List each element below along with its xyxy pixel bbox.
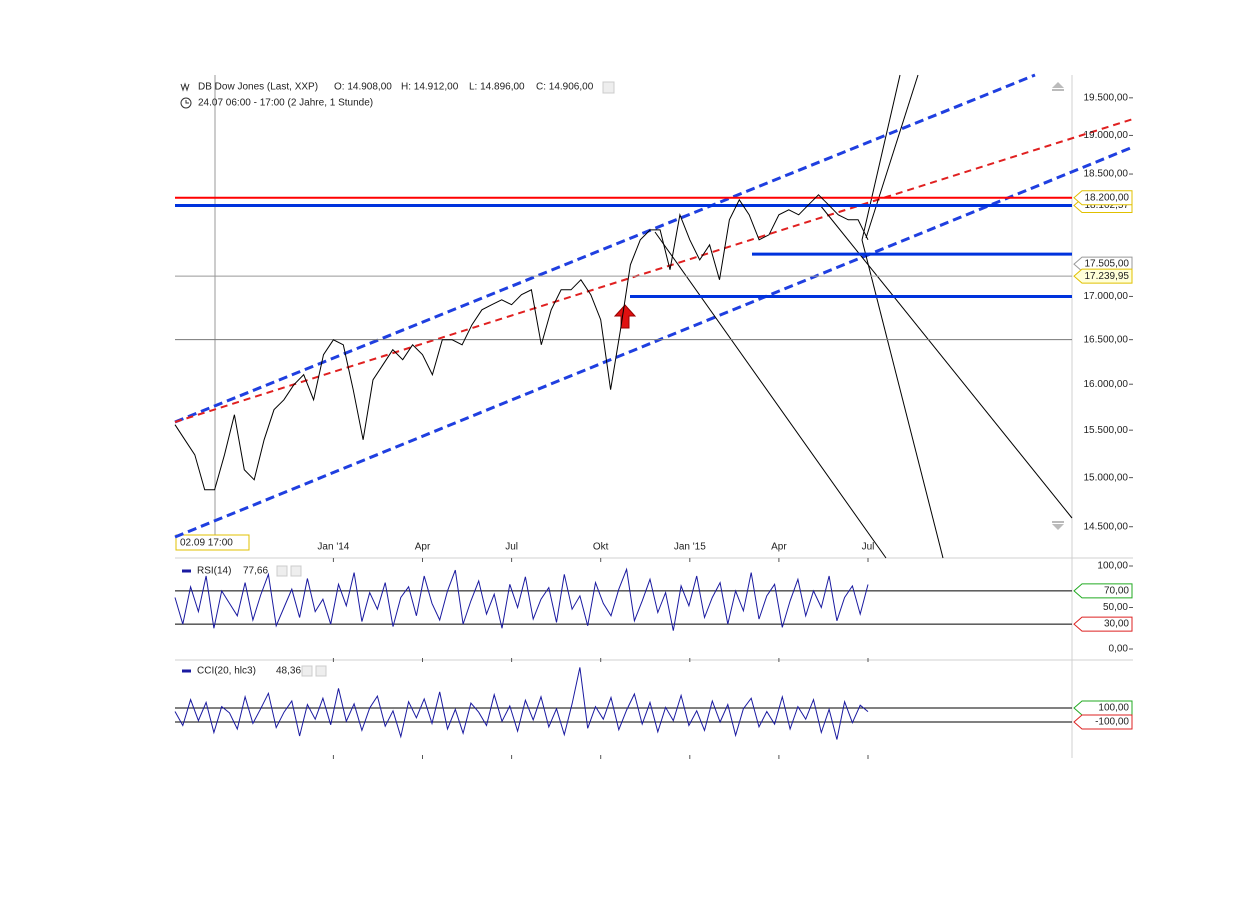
level-tag-label: 18.200,00: [1085, 192, 1130, 203]
y-tick-label: 19.500,00: [1084, 92, 1129, 103]
level-tag: [1073, 583, 1133, 599]
y-tick-label: 16.500,00: [1084, 334, 1129, 345]
ohlc-close: C: 14.906,00: [536, 82, 594, 93]
signal-arrow: [613, 304, 637, 329]
price-line: [174, 567, 869, 631]
price-line: [174, 667, 869, 740]
x-tick-label: Jan '14: [317, 542, 349, 553]
legend-value: 77,66: [243, 566, 268, 577]
rsi-legend: RSI(14) 77,66: [182, 565, 302, 577]
level-tag-label: 17.239,95: [1085, 271, 1130, 282]
x-tick-label: Jul: [862, 542, 875, 553]
ohlc-high: H: 14.912,00: [401, 82, 459, 93]
x-tick-label: Apr: [771, 542, 787, 553]
level-tag-label: 18.102,57: [1085, 200, 1130, 211]
cci-legend: CCI(20, hlc3) 48,36: [182, 665, 327, 677]
crosshair-tag: [175, 534, 250, 551]
level-tag: [1073, 714, 1133, 730]
level-tag: [1073, 268, 1133, 284]
x-tick-label: Jul: [505, 542, 518, 553]
legend-value: 48,36: [276, 666, 301, 677]
legend-name: RSI(14): [197, 566, 231, 577]
header: DB Dow Jones (Last, XXP) O: 14.908,00 H:…: [180, 81, 615, 109]
y-tick-label: 18.500,00: [1084, 169, 1129, 180]
y-tick-label: 14.500,00: [1084, 521, 1129, 532]
level-tag: [1073, 700, 1133, 716]
level-tag-label: 70,00: [1104, 586, 1129, 597]
x-tick-label: Okt: [593, 542, 609, 553]
y-tick-label: 15.000,00: [1084, 472, 1129, 483]
y-tick-label: 100,00: [1097, 561, 1128, 572]
level-tag: [1073, 616, 1133, 632]
y-tick-label: 15.500,00: [1084, 425, 1129, 436]
chart-subtitle: 24.07 06:00 - 17:00 (2 Jahre, 1 Stunde): [198, 98, 373, 109]
y-tick-label: 50,00: [1103, 602, 1128, 613]
level-tag-label: 17.505,00: [1085, 259, 1130, 270]
trend-lines: [174, 73, 1134, 559]
level-tag: [1073, 190, 1133, 206]
level-tag-label: 30,00: [1104, 619, 1129, 630]
scroll-buttons[interactable]: [1052, 82, 1064, 530]
crosshair-label: 02.09 17:00: [180, 538, 233, 549]
level-tag-label: 100,00: [1098, 703, 1129, 714]
y-tick-label: 19.000,00: [1084, 130, 1129, 141]
instrument-title: DB Dow Jones (Last, XXP): [198, 82, 318, 93]
legend-name: CCI(20, hlc3): [197, 666, 256, 677]
price-line: [174, 194, 869, 491]
panel-frames: [175, 75, 1133, 758]
y-tick-label: 0,00: [1109, 644, 1129, 655]
ohlc-low: L: 14.896,00: [469, 82, 525, 93]
x-tick-label: Jan '15: [674, 542, 706, 553]
x-tick-label: Apr: [415, 542, 431, 553]
y-tick-label: 16.000,00: [1084, 379, 1129, 390]
level-tag-label: -100,00: [1095, 717, 1129, 728]
ohlc-open: O: 14.908,00: [334, 82, 392, 93]
y-tick-label: 17.000,00: [1084, 291, 1129, 302]
